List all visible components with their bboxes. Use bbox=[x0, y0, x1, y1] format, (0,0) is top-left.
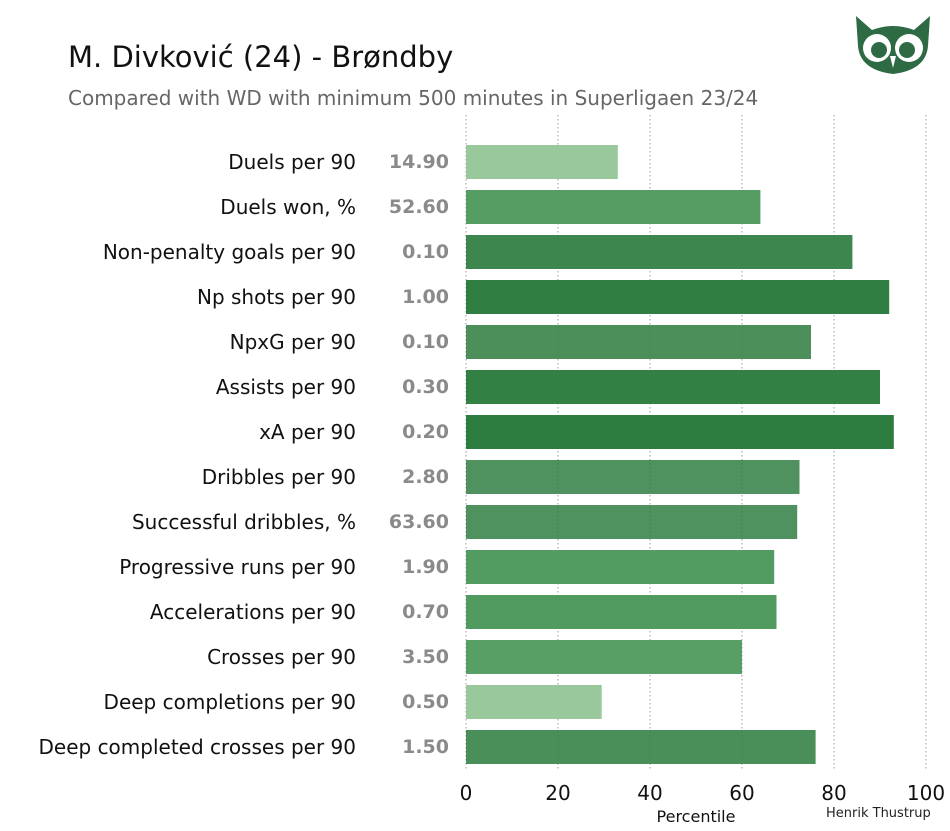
value-label: 0.30 bbox=[402, 376, 449, 398]
x-tick-label: 60 bbox=[729, 781, 754, 805]
category-label: Duels per 90 bbox=[228, 150, 356, 174]
bar bbox=[466, 460, 800, 494]
category-label: Crosses per 90 bbox=[207, 645, 356, 669]
bar bbox=[466, 370, 880, 404]
bar bbox=[466, 235, 853, 269]
x-tick-label: 0 bbox=[460, 781, 473, 805]
category-label: Dribbles per 90 bbox=[202, 465, 356, 489]
category-label: NpxG per 90 bbox=[230, 330, 356, 354]
value-label: 63.60 bbox=[389, 511, 449, 533]
bar bbox=[466, 640, 742, 674]
bar bbox=[466, 145, 618, 179]
category-label: Np shots per 90 bbox=[197, 285, 356, 309]
category-label: xA per 90 bbox=[259, 420, 356, 444]
x-tick-label: 20 bbox=[545, 781, 570, 805]
value-label: 0.10 bbox=[402, 241, 449, 263]
category-label: Deep completed crosses per 90 bbox=[39, 735, 357, 759]
value-label: 1.50 bbox=[402, 736, 449, 758]
value-label: 0.50 bbox=[402, 691, 449, 713]
chart-title: M. Divković (24) - Brøndby bbox=[68, 40, 454, 74]
value-label: 0.70 bbox=[402, 601, 449, 623]
category-label: Deep completions per 90 bbox=[104, 690, 356, 714]
bar bbox=[466, 415, 894, 449]
value-label: 1.00 bbox=[402, 286, 449, 308]
value-label: 14.90 bbox=[389, 151, 449, 173]
bar bbox=[466, 505, 798, 539]
bar bbox=[466, 730, 816, 764]
x-tick-label: 80 bbox=[821, 781, 846, 805]
value-label: 52.60 bbox=[389, 196, 449, 218]
value-label: 3.50 bbox=[402, 646, 449, 668]
bar bbox=[466, 280, 890, 314]
bar bbox=[466, 325, 811, 359]
category-label: Successful dribbles, % bbox=[132, 510, 356, 534]
author-credit: Henrik Thustrup bbox=[826, 806, 931, 821]
category-label: Assists per 90 bbox=[216, 375, 356, 399]
category-label: Duels won, % bbox=[220, 195, 356, 219]
x-tick-label: 100 bbox=[907, 781, 945, 805]
owl-logo-icon bbox=[852, 12, 934, 80]
x-axis-title: Percentile bbox=[657, 807, 736, 826]
chart-subtitle: Compared with WD with minimum 500 minute… bbox=[68, 86, 759, 110]
bar bbox=[466, 190, 761, 224]
value-label: 2.80 bbox=[402, 466, 449, 488]
value-label: 0.10 bbox=[402, 331, 449, 353]
category-label: Progressive runs per 90 bbox=[119, 555, 356, 579]
value-label: 0.20 bbox=[402, 421, 449, 443]
category-label: Accelerations per 90 bbox=[150, 600, 356, 624]
bar bbox=[466, 550, 775, 584]
x-tick-label: 40 bbox=[637, 781, 662, 805]
bar bbox=[466, 595, 777, 629]
category-label: Non-penalty goals per 90 bbox=[103, 240, 356, 264]
bar bbox=[466, 685, 602, 719]
value-label: 1.90 bbox=[402, 556, 449, 578]
